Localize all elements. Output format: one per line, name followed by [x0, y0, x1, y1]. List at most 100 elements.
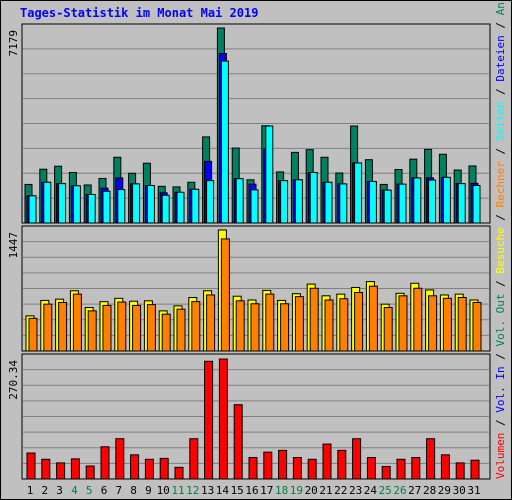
legend-dateien: Dateien [494, 35, 507, 81]
bar-volumen-9 [144, 458, 154, 480]
bar-volumen-16 [248, 457, 258, 480]
bar-volumen-6 [100, 446, 110, 480]
bar-seiten-23 [354, 162, 363, 224]
legend-besuche: Besuche [494, 227, 507, 273]
y-max-label-3: 270.34 [7, 360, 20, 400]
bar-volumen-12 [189, 438, 199, 480]
bar-seiten-21 [324, 181, 333, 224]
bar-rechner-29 [442, 297, 452, 352]
x-tick-label-17: 17 [260, 484, 273, 497]
bar-seiten-15 [235, 178, 244, 224]
legend-separator: / [494, 82, 507, 102]
x-tick-label-8: 8 [130, 484, 137, 497]
legend: Volumen / Vol. In / Vol. Out / Besuche /… [494, 1, 507, 479]
bar-volumen-18 [278, 449, 288, 480]
x-tick-label-15: 15 [231, 484, 244, 497]
bar-volumen-21 [322, 443, 332, 480]
legend-vol-in: Vol. In [494, 366, 507, 412]
bar-rechner-8 [132, 304, 142, 352]
bar-volumen-25 [381, 465, 391, 480]
bar-seiten-24 [368, 180, 377, 224]
bar-seiten-18 [280, 180, 289, 224]
bar-volumen-28 [426, 438, 436, 480]
bar-seiten-13 [206, 180, 215, 224]
x-tick-label-14: 14 [216, 484, 230, 497]
bar-volumen-8 [130, 454, 140, 480]
legend-vol-out: Vol. Out [494, 294, 507, 347]
bar-volumen-3 [56, 462, 66, 480]
bar-rechner-26 [398, 295, 408, 352]
bar-seiten-17 [265, 125, 274, 224]
bar-volumen-5 [85, 465, 95, 480]
x-tick-label-28: 28 [423, 484, 436, 497]
x-tick-label-26: 26 [393, 484, 406, 497]
bar-seiten-2 [43, 181, 52, 224]
x-tick-label-27: 27 [408, 484, 421, 497]
bar-rechner-31 [472, 301, 482, 352]
bar-volumen-13 [204, 360, 214, 480]
bar-seiten-10 [161, 194, 170, 224]
bar-seiten-25 [383, 189, 392, 224]
bar-seiten-8 [132, 183, 141, 224]
bar-rechner-28 [428, 295, 438, 352]
bar-seiten-1 [28, 195, 37, 224]
bar-rechner-24 [368, 285, 378, 352]
bar-rechner-7 [117, 301, 127, 352]
x-tick-label-29: 29 [438, 484, 451, 497]
bar-rechner-20 [309, 287, 319, 352]
bar-seiten-27 [413, 177, 422, 224]
bar-volumen-2 [41, 458, 51, 480]
bar-volumen-22 [337, 449, 347, 480]
bar-rechner-3 [58, 301, 68, 352]
bar-seiten-5 [87, 193, 96, 224]
bar-volumen-29 [440, 454, 450, 480]
bar-rechner-18 [280, 303, 290, 352]
bar-rechner-13 [206, 294, 216, 352]
bar-rechner-5 [87, 310, 97, 352]
bar-volumen-10 [159, 457, 169, 480]
x-tick-label-11: 11 [171, 484, 184, 497]
bar-rechner-22 [339, 298, 349, 352]
x-tick-label-30: 30 [453, 484, 466, 497]
bar-volumen-20 [307, 458, 317, 480]
chart-title: Tages-Statistik im Monat Mai 2019 [20, 6, 259, 20]
legend-separator: / [494, 141, 507, 161]
bar-seiten-16 [250, 189, 259, 224]
bar-volumen-30 [455, 462, 465, 480]
x-tick-label-3: 3 [56, 484, 63, 497]
bar-rechner-14 [220, 238, 230, 352]
legend-anfragen: Anfragen [494, 1, 507, 15]
legend-seiten: Seiten [494, 101, 507, 141]
x-tick-label-13: 13 [201, 484, 214, 497]
bar-rechner-16 [250, 303, 260, 352]
bar-seiten-6 [102, 190, 111, 224]
legend-volumen: Volumen [494, 433, 507, 479]
bar-rechner-9 [146, 304, 156, 352]
bar-seiten-3 [58, 183, 67, 224]
bar-volumen-7 [115, 438, 125, 480]
bar-seiten-12 [191, 188, 200, 224]
bar-volumen-26 [396, 458, 406, 480]
x-tick-label-10: 10 [157, 484, 170, 497]
legend-separator: / [494, 347, 507, 367]
bar-rechner-15 [235, 300, 245, 352]
x-tick-label-4: 4 [71, 484, 78, 497]
bar-seiten-26 [398, 183, 407, 224]
bar-volumen-11 [174, 466, 184, 480]
x-tick-label-22: 22 [334, 484, 347, 497]
x-tick-label-23: 23 [349, 484, 362, 497]
bar-seiten-29 [442, 176, 451, 224]
bar-seiten-22 [339, 183, 348, 224]
bar-seiten-20 [309, 171, 318, 224]
bar-volumen-15 [233, 404, 243, 480]
y-max-label-1: 7179 [7, 30, 20, 57]
x-tick-label-19: 19 [290, 484, 303, 497]
bar-rechner-6 [102, 304, 112, 352]
x-tick-label-7: 7 [115, 484, 122, 497]
bar-volumen-24 [366, 457, 376, 480]
x-tick-label-1: 1 [27, 484, 34, 497]
bar-rechner-25 [383, 307, 393, 352]
bar-volumen-4 [70, 458, 80, 480]
